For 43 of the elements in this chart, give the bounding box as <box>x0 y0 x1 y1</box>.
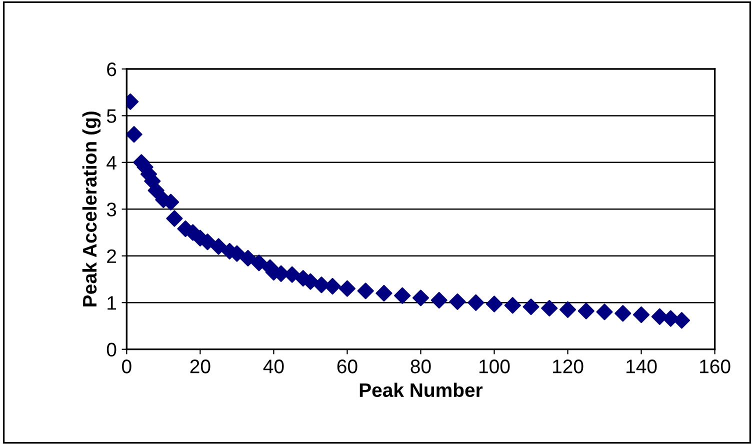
x-tick-label: 40 <box>263 360 284 374</box>
point <box>430 292 448 309</box>
point <box>632 306 650 324</box>
point <box>412 290 430 306</box>
point <box>126 126 142 143</box>
point <box>210 238 227 255</box>
y-tick-label: 0 <box>106 342 116 357</box>
x-axis-title: Peak Number <box>360 382 483 398</box>
point <box>504 297 521 314</box>
y-tick-label: 5 <box>106 109 116 123</box>
point <box>541 300 558 317</box>
point <box>240 250 256 267</box>
point <box>578 302 594 320</box>
y-tick-label: 1 <box>108 296 116 310</box>
x-tick-label: 140 <box>626 360 657 374</box>
point <box>673 312 690 329</box>
point <box>596 304 613 320</box>
x-tick-label: 100 <box>480 360 510 374</box>
point <box>166 210 183 227</box>
point <box>468 294 484 311</box>
point <box>338 280 356 297</box>
x-tick-label: 120 <box>553 360 584 374</box>
point <box>376 284 392 302</box>
x-tick-label: 80 <box>410 360 431 374</box>
point <box>559 301 576 318</box>
x-tick-label: 20 <box>190 360 210 374</box>
y-tick-label: 3 <box>106 202 116 216</box>
point <box>486 296 503 312</box>
x-tick-label: 0 <box>122 360 132 374</box>
point <box>324 278 341 295</box>
point <box>357 282 374 300</box>
y-axis-title: Peak Acceleration (g) <box>82 112 101 306</box>
y-tick-label: 2 <box>107 249 116 263</box>
point <box>148 182 164 199</box>
point <box>394 287 411 304</box>
point <box>614 305 632 322</box>
point <box>250 254 268 272</box>
x-tick-label: 160 <box>700 360 730 374</box>
y-tick-label: 6 <box>107 62 116 76</box>
x-tick-label: 60 <box>337 360 358 374</box>
point <box>522 298 540 316</box>
point <box>449 293 466 310</box>
y-tick-label: 4 <box>106 156 116 170</box>
